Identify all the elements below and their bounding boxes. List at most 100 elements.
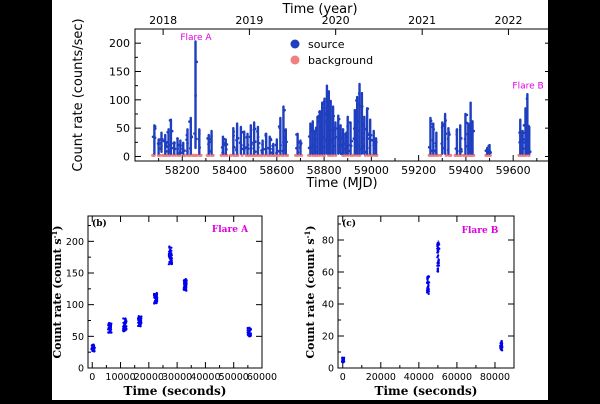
source-point	[240, 143, 243, 147]
flare-b-annotation: Flare B	[512, 81, 543, 91]
source-point	[186, 142, 189, 145]
source-point	[153, 136, 157, 140]
source-point	[166, 140, 169, 144]
source-point	[357, 92, 361, 95]
source-point	[431, 122, 435, 126]
data-point	[246, 327, 249, 330]
source-point	[250, 147, 253, 150]
data-point	[125, 325, 128, 328]
source-point	[185, 138, 188, 141]
source-point	[271, 144, 274, 148]
source-point	[525, 127, 528, 130]
legend: source background	[290, 38, 373, 67]
source-point	[207, 142, 210, 146]
source-point	[177, 152, 181, 155]
y-axis-title: Count rate (counts/sec)	[71, 18, 86, 171]
source-point	[295, 146, 298, 150]
flare-a-x-axis-title: Time (seconds)	[124, 384, 227, 398]
source-point	[319, 142, 323, 146]
source-point	[317, 114, 320, 118]
source-point	[162, 139, 166, 143]
source-point	[195, 60, 199, 64]
x-tick-label: 80000	[480, 372, 510, 383]
source-point	[264, 140, 268, 143]
source-point	[337, 117, 341, 121]
source-point	[261, 143, 264, 146]
y-tick-label: 50	[116, 122, 130, 135]
source-point	[161, 138, 164, 141]
y-tick-label: 80	[322, 236, 334, 247]
source-point	[176, 137, 179, 140]
x-tick-label: 30000	[162, 372, 192, 383]
source-point	[298, 146, 302, 149]
source-point	[348, 149, 352, 153]
data-point	[246, 329, 249, 332]
source-point	[235, 147, 238, 151]
source-point	[283, 148, 287, 152]
source-point	[455, 130, 459, 134]
source-point	[170, 129, 174, 133]
source-point	[181, 151, 184, 155]
x-axis-title: Time (MJD)	[305, 176, 377, 191]
source-point	[238, 141, 242, 145]
x-tick-label: 60000	[247, 372, 277, 383]
source-point	[334, 135, 338, 139]
source-point	[444, 119, 447, 122]
y-tick-label: 0	[328, 364, 334, 375]
source-point	[448, 133, 451, 136]
source-point	[471, 149, 474, 153]
source-point	[520, 150, 523, 154]
source-point	[282, 140, 285, 144]
source-point	[188, 147, 192, 150]
source-point	[324, 120, 328, 123]
x-tick-label: 60000	[442, 372, 472, 383]
x-tick-label: 10000	[105, 372, 135, 383]
source-point	[432, 127, 436, 131]
source-point	[198, 146, 202, 149]
source-point	[455, 128, 459, 132]
source-point	[333, 129, 337, 132]
background-point	[229, 153, 233, 157]
source-point	[160, 144, 163, 148]
source-point	[355, 99, 358, 102]
source-point	[522, 131, 525, 135]
source-point	[151, 135, 155, 139]
flare-b-x-axis-title: Time (seconds)	[375, 384, 478, 398]
data-point	[249, 328, 252, 331]
source-point	[153, 125, 157, 128]
data-point	[125, 319, 128, 322]
source-point	[340, 143, 344, 147]
source-point	[173, 141, 176, 145]
source-point	[260, 149, 263, 152]
source-point	[528, 150, 532, 154]
source-point	[209, 150, 212, 153]
source-point	[321, 145, 324, 149]
figure-panel: Time (year) 2018 2019 2020 2021 2022 58200 58…	[50, 0, 552, 400]
source-point	[352, 137, 356, 140]
source-point	[364, 127, 368, 131]
data-point	[170, 246, 173, 249]
source-point	[270, 151, 274, 154]
source-point	[352, 127, 356, 130]
source-point	[274, 143, 278, 147]
flare-b-panel-label: (c)	[342, 218, 356, 229]
x-tick-label: 20000	[134, 372, 164, 383]
year-tick-label: 2021	[408, 14, 436, 27]
source-point	[442, 124, 445, 127]
source-point	[338, 134, 342, 138]
flare-b-plot-frame	[337, 215, 515, 369]
source-point	[165, 145, 169, 149]
data-point	[155, 291, 158, 295]
source-point	[434, 144, 438, 148]
source-point	[283, 144, 287, 147]
x-tick-label: 0	[89, 372, 95, 383]
legend-source-label: source	[308, 38, 345, 51]
source-point	[179, 144, 182, 147]
source-point	[193, 132, 196, 135]
source-point	[331, 128, 334, 131]
source-point	[444, 132, 448, 135]
source-point	[269, 147, 272, 151]
source-point	[279, 143, 282, 147]
source-point	[252, 128, 256, 132]
